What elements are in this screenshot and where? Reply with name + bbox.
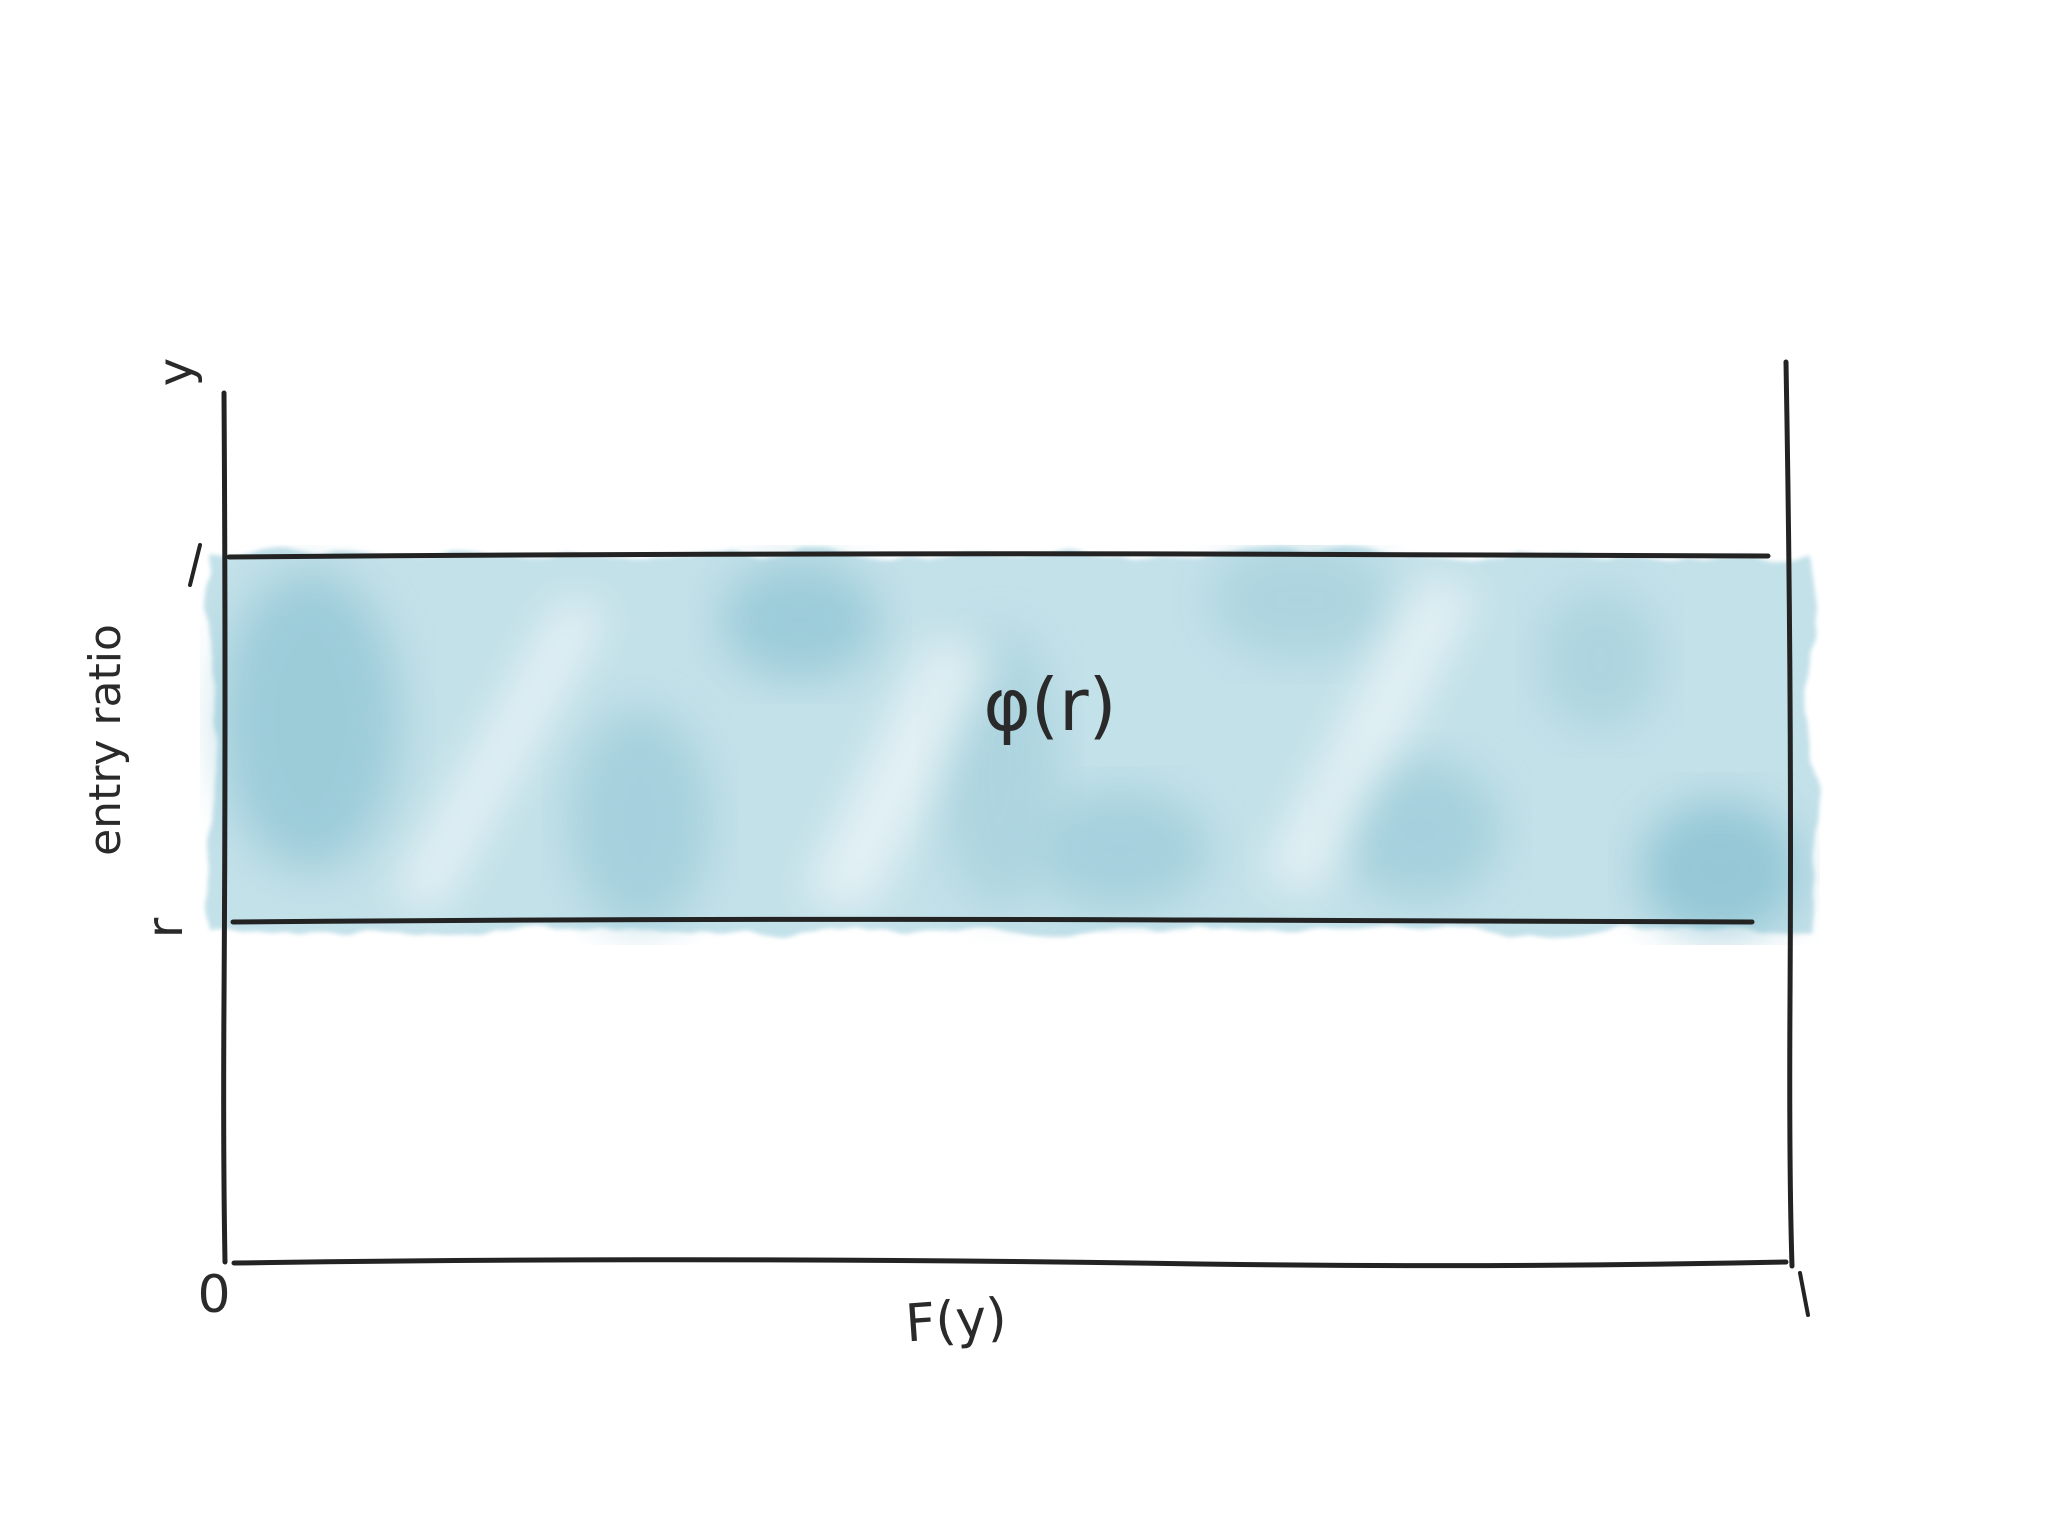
x-axis-title: F(y) — [903, 1288, 1008, 1355]
labels: y entry ratio 1 r 0 1 F(y) φ(r) — [80, 358, 1117, 1355]
shaded-region — [212, 545, 1812, 940]
axes — [188, 359, 1810, 1317]
y-axis-title: entry ratio — [80, 624, 131, 856]
y-axis-line — [221, 390, 228, 1265]
origin-label: 0 — [197, 1265, 230, 1325]
y-axis-symbol: y — [148, 358, 204, 386]
y-tick-one-mark — [188, 543, 202, 587]
x-axis-line — [231, 1257, 1789, 1269]
upper-horizontal-line — [226, 551, 1771, 560]
right-boundary-line — [1783, 359, 1795, 1269]
lower-horizontal-line — [230, 916, 1755, 925]
x-tick-one-mark — [1798, 1271, 1810, 1317]
region-label: φ(r) — [983, 663, 1116, 747]
tick-r-label: r — [136, 917, 194, 938]
